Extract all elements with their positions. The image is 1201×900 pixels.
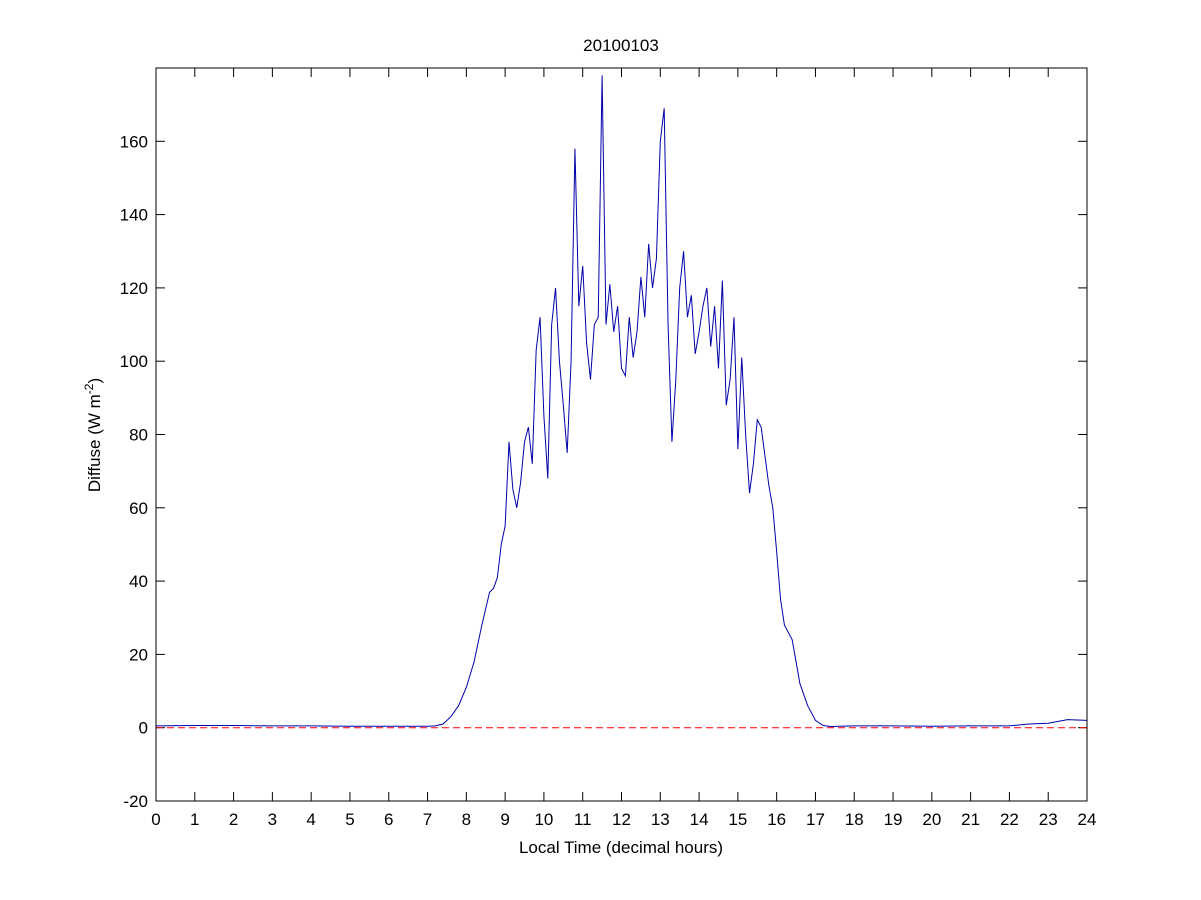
y-axis-label-text: Diffuse (W m — [85, 394, 104, 492]
y-tick-label: 100 — [120, 352, 148, 371]
x-tick-label: 9 — [500, 810, 509, 829]
y-tick-label: -20 — [123, 792, 148, 811]
x-tick-label: 6 — [384, 810, 393, 829]
x-tick-label: 23 — [1039, 810, 1058, 829]
y-tick-label: 60 — [129, 499, 148, 518]
y-tick-label: 120 — [120, 279, 148, 298]
y-axis-label: Diffuse (W m-2) — [82, 378, 104, 492]
y-tick-label: 0 — [139, 719, 148, 738]
x-tick-label: 2 — [229, 810, 238, 829]
x-tick-label: 24 — [1078, 810, 1097, 829]
y-axis-label-suffix: ) — [85, 378, 104, 384]
y-tick-label: 40 — [129, 572, 148, 591]
x-tick-label: 4 — [306, 810, 315, 829]
x-tick-label: 15 — [728, 810, 747, 829]
chart-title: 20100103 — [583, 36, 659, 55]
x-axis-label: Local Time (decimal hours) — [519, 838, 723, 857]
x-tick-label: 7 — [423, 810, 432, 829]
data-line — [155, 75, 1088, 728]
x-tick-label: 3 — [268, 810, 277, 829]
x-tick-label: 13 — [651, 810, 670, 829]
y-axis-label-superscript: -2 — [82, 383, 96, 394]
y-tick-label: 80 — [129, 426, 148, 445]
x-tick-label: 16 — [767, 810, 786, 829]
x-tick-label: 10 — [534, 810, 553, 829]
plot-area — [156, 68, 1087, 801]
x-tick-label: 21 — [961, 810, 980, 829]
x-tick-label: 14 — [690, 810, 709, 829]
x-tick-label: 20 — [922, 810, 941, 829]
x-tick-label: 19 — [884, 810, 903, 829]
x-tick-label: 11 — [574, 810, 592, 829]
x-tick-label: 0 — [151, 810, 160, 829]
x-tick-label: 22 — [1000, 810, 1019, 829]
x-tick-label: 8 — [462, 810, 471, 829]
y-tick-label: 160 — [120, 132, 148, 151]
x-tick-label: 5 — [345, 810, 354, 829]
y-tick-label: 140 — [120, 206, 148, 225]
x-tick-label: 1 — [190, 810, 199, 829]
axes-box — [155, 67, 1088, 802]
x-tick-label: 17 — [806, 810, 825, 829]
y-tick-label: 20 — [129, 645, 148, 664]
x-tick-label: 18 — [845, 810, 864, 829]
x-tick-label: 12 — [612, 810, 631, 829]
